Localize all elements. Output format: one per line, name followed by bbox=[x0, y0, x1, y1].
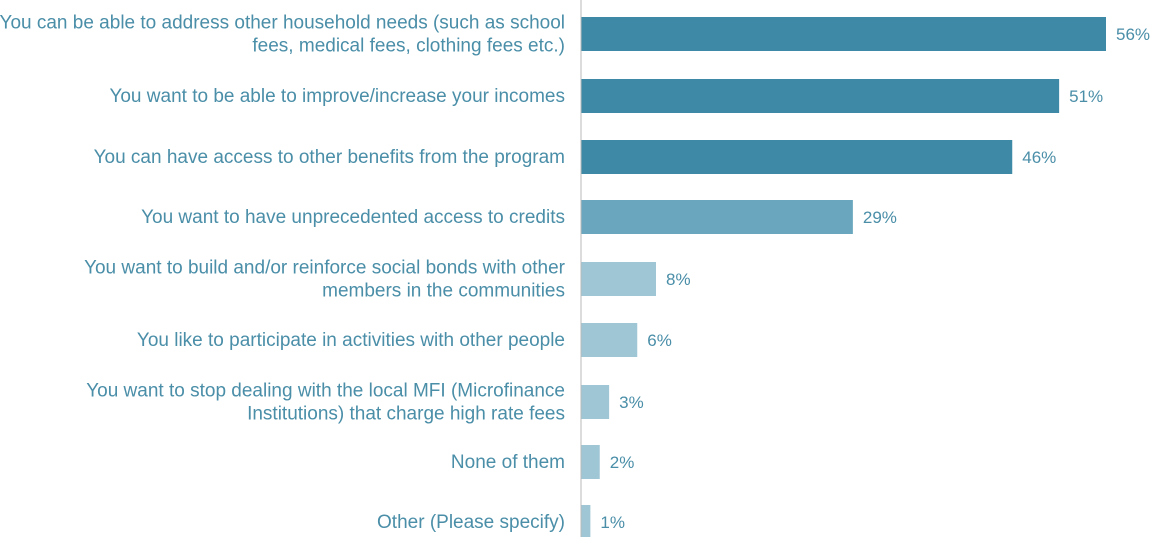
value-label-5: 8% bbox=[666, 270, 691, 289]
category-label-2: You want to be able to improve/increase … bbox=[109, 86, 565, 107]
bar-9 bbox=[581, 505, 591, 537]
category-label-5: You want to build and/or reinforce socia… bbox=[84, 258, 566, 302]
value-label-9: 1% bbox=[600, 513, 625, 532]
value-label-7: 3% bbox=[619, 393, 644, 412]
value-label-6: 6% bbox=[647, 331, 672, 350]
category-label-7: You want to stop dealing with the local … bbox=[86, 381, 565, 425]
bars bbox=[581, 17, 1106, 537]
category-label-4: You want to have unprecedented access to… bbox=[141, 207, 565, 228]
bar-4 bbox=[581, 200, 853, 234]
category-label-9: Other (Please specify) bbox=[377, 512, 565, 533]
bar-2 bbox=[581, 79, 1060, 113]
bar-6 bbox=[581, 323, 638, 357]
bar-5 bbox=[581, 262, 656, 296]
bar-8 bbox=[581, 445, 600, 479]
bar-1 bbox=[581, 17, 1106, 51]
category-label-1: You can be able to address other househo… bbox=[0, 13, 565, 57]
value-label-2: 51% bbox=[1069, 87, 1103, 106]
category-label-3: You can have access to other benefits fr… bbox=[94, 147, 565, 168]
value-label-4: 29% bbox=[863, 208, 897, 227]
category-label-8: None of them bbox=[451, 452, 565, 473]
category-labels: You can be able to address other househo… bbox=[0, 13, 566, 534]
value-labels: 56% 51% 46% 29% 8% 6% 3% 2% 1% bbox=[600, 25, 1150, 532]
value-label-1: 56% bbox=[1116, 25, 1150, 44]
bar-7 bbox=[581, 385, 610, 419]
value-label-8: 2% bbox=[610, 453, 635, 472]
category-label-6: You like to participate in activities wi… bbox=[137, 330, 565, 351]
value-label-3: 46% bbox=[1022, 148, 1056, 167]
bar-3 bbox=[581, 140, 1013, 174]
